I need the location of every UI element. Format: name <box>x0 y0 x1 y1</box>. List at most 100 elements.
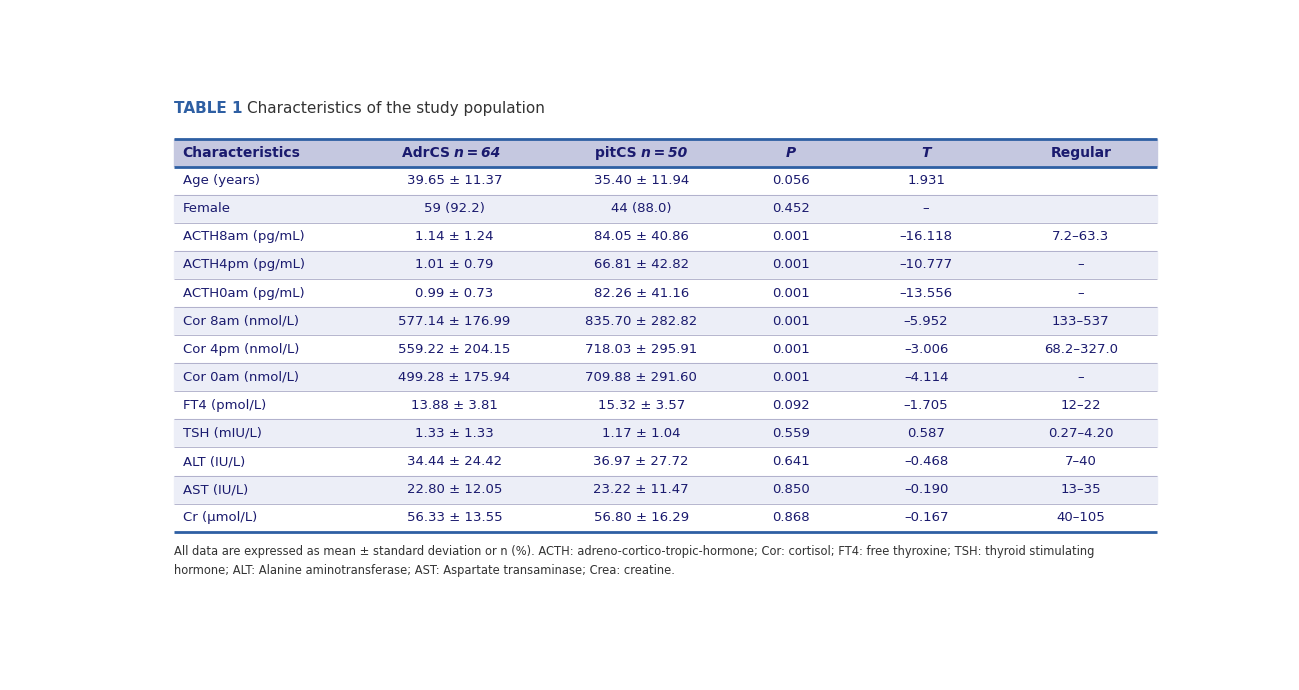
Text: ACTH4pm (pg/mL): ACTH4pm (pg/mL) <box>182 259 304 271</box>
Text: Characteristics: Characteristics <box>182 146 300 159</box>
Text: 15.32 ± 3.57: 15.32 ± 3.57 <box>598 399 685 412</box>
Text: 66.81 ± 42.82: 66.81 ± 42.82 <box>594 259 688 271</box>
Text: 718.03 ± 295.91: 718.03 ± 295.91 <box>585 343 698 356</box>
Text: 23.22 ± 11.47: 23.22 ± 11.47 <box>594 483 688 496</box>
Text: –1.705: –1.705 <box>904 399 948 412</box>
Text: –10.777: –10.777 <box>899 259 952 271</box>
Text: Female: Female <box>182 202 230 215</box>
Bar <box>174 139 1157 167</box>
Text: ACTH8am (pg/mL): ACTH8am (pg/mL) <box>182 230 304 244</box>
Text: –16.118: –16.118 <box>900 230 952 244</box>
Bar <box>174 363 1157 391</box>
Text: 0.850: 0.850 <box>772 483 809 496</box>
Text: –: – <box>1078 286 1085 299</box>
Text: 39.65 ± 11.37: 39.65 ± 11.37 <box>407 174 503 187</box>
Text: Cor 8am (nmol/L): Cor 8am (nmol/L) <box>182 315 299 328</box>
Bar <box>174 167 1157 195</box>
Text: 56.33 ± 13.55: 56.33 ± 13.55 <box>407 511 503 524</box>
Text: n = 64: n = 64 <box>455 146 500 159</box>
Text: All data are expressed as mean ± standard deviation or n (%). ACTH: adreno-corti: All data are expressed as mean ± standar… <box>174 545 1095 577</box>
Text: –0.190: –0.190 <box>904 483 948 496</box>
Text: –: – <box>922 202 929 215</box>
Bar <box>174 195 1157 223</box>
Text: 1.01 ± 0.79: 1.01 ± 0.79 <box>416 259 494 271</box>
Text: 0.99 ± 0.73: 0.99 ± 0.73 <box>416 286 494 299</box>
Text: –4.114: –4.114 <box>904 371 948 384</box>
Text: 0.092: 0.092 <box>772 399 809 412</box>
Text: 0.056: 0.056 <box>772 174 809 187</box>
Text: TSH (mIU/L): TSH (mIU/L) <box>182 427 261 440</box>
Text: 40–105: 40–105 <box>1056 511 1105 524</box>
Text: –0.167: –0.167 <box>904 511 948 524</box>
Text: 0.001: 0.001 <box>772 286 809 299</box>
Text: –: – <box>1078 259 1085 271</box>
Text: 35.40 ± 11.94: 35.40 ± 11.94 <box>594 174 688 187</box>
Text: 0.001: 0.001 <box>772 343 809 356</box>
Text: 0.452: 0.452 <box>772 202 811 215</box>
Text: 0.587: 0.587 <box>907 427 946 440</box>
Text: 1.33 ± 1.33: 1.33 ± 1.33 <box>416 427 494 440</box>
Text: 13.88 ± 3.81: 13.88 ± 3.81 <box>410 399 498 412</box>
Text: TABLE 1: TABLE 1 <box>174 101 243 117</box>
Text: 22.80 ± 12.05: 22.80 ± 12.05 <box>407 483 503 496</box>
Text: 1.931: 1.931 <box>907 174 946 187</box>
Text: 0.001: 0.001 <box>772 230 809 244</box>
Text: 12–22: 12–22 <box>1060 399 1102 412</box>
Text: Cr (μmol/L): Cr (μmol/L) <box>182 511 257 524</box>
Text: Characteristics of the study population: Characteristics of the study population <box>247 101 544 117</box>
Text: 44 (88.0): 44 (88.0) <box>611 202 672 215</box>
Text: ALT (IU/L): ALT (IU/L) <box>182 455 244 468</box>
Text: 499.28 ± 175.94: 499.28 ± 175.94 <box>399 371 511 384</box>
Text: 0.001: 0.001 <box>772 315 809 328</box>
Text: 7.2–63.3: 7.2–63.3 <box>1052 230 1109 244</box>
Text: 7–40: 7–40 <box>1065 455 1096 468</box>
Text: 36.97 ± 27.72: 36.97 ± 27.72 <box>594 455 688 468</box>
Text: 0.559: 0.559 <box>772 427 811 440</box>
Text: Cor 4pm (nmol/L): Cor 4pm (nmol/L) <box>182 343 299 356</box>
Text: AdrCS: AdrCS <box>401 146 455 159</box>
Text: Age (years): Age (years) <box>182 174 260 187</box>
Text: n = 50: n = 50 <box>642 146 687 159</box>
Text: 34.44 ± 24.42: 34.44 ± 24.42 <box>407 455 501 468</box>
Text: Regular: Regular <box>1051 146 1112 159</box>
Bar <box>174 391 1157 420</box>
Text: –0.468: –0.468 <box>904 455 948 468</box>
Text: 56.80 ± 16.29: 56.80 ± 16.29 <box>594 511 688 524</box>
Bar <box>174 251 1157 279</box>
Text: 133–537: 133–537 <box>1052 315 1109 328</box>
Bar <box>174 223 1157 251</box>
Text: 0.641: 0.641 <box>772 455 809 468</box>
Text: ACTH0am (pg/mL): ACTH0am (pg/mL) <box>182 286 304 299</box>
Bar <box>174 504 1157 532</box>
Text: AST (IU/L): AST (IU/L) <box>182 483 248 496</box>
Text: 0.868: 0.868 <box>772 511 809 524</box>
Text: 0.27–4.20: 0.27–4.20 <box>1048 427 1113 440</box>
Text: –: – <box>1078 371 1085 384</box>
Text: 1.17 ± 1.04: 1.17 ± 1.04 <box>601 427 681 440</box>
Text: 709.88 ± 291.60: 709.88 ± 291.60 <box>586 371 698 384</box>
Text: pitCS: pitCS <box>595 146 642 159</box>
Text: 835.70 ± 282.82: 835.70 ± 282.82 <box>585 315 698 328</box>
Text: 577.14 ± 176.99: 577.14 ± 176.99 <box>399 315 511 328</box>
Bar <box>174 448 1157 475</box>
Bar <box>174 420 1157 448</box>
Text: FT4 (pmol/L): FT4 (pmol/L) <box>182 399 266 412</box>
Text: T: T <box>921 146 931 159</box>
Bar <box>174 279 1157 307</box>
Text: –5.952: –5.952 <box>904 315 948 328</box>
Text: Cor 0am (nmol/L): Cor 0am (nmol/L) <box>182 371 299 384</box>
Bar <box>174 475 1157 504</box>
Bar <box>174 335 1157 363</box>
Bar <box>174 307 1157 335</box>
Text: 82.26 ± 41.16: 82.26 ± 41.16 <box>594 286 688 299</box>
Text: 59 (92.2): 59 (92.2) <box>423 202 485 215</box>
Text: 0.001: 0.001 <box>772 371 809 384</box>
Text: –13.556: –13.556 <box>899 286 952 299</box>
Text: 559.22 ± 204.15: 559.22 ± 204.15 <box>399 343 511 356</box>
Text: 84.05 ± 40.86: 84.05 ± 40.86 <box>594 230 688 244</box>
Text: 68.2–327.0: 68.2–327.0 <box>1044 343 1118 356</box>
Text: 13–35: 13–35 <box>1060 483 1102 496</box>
Text: 0.001: 0.001 <box>772 259 809 271</box>
Text: 1.14 ± 1.24: 1.14 ± 1.24 <box>416 230 494 244</box>
Text: –3.006: –3.006 <box>904 343 948 356</box>
